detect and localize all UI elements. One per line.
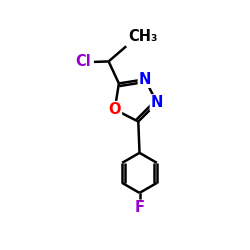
Text: O: O bbox=[108, 102, 121, 117]
Text: N: N bbox=[151, 95, 163, 110]
Text: F: F bbox=[134, 200, 144, 215]
Text: Cl: Cl bbox=[75, 54, 91, 70]
Text: N: N bbox=[139, 72, 151, 87]
Text: CH₃: CH₃ bbox=[128, 29, 158, 44]
